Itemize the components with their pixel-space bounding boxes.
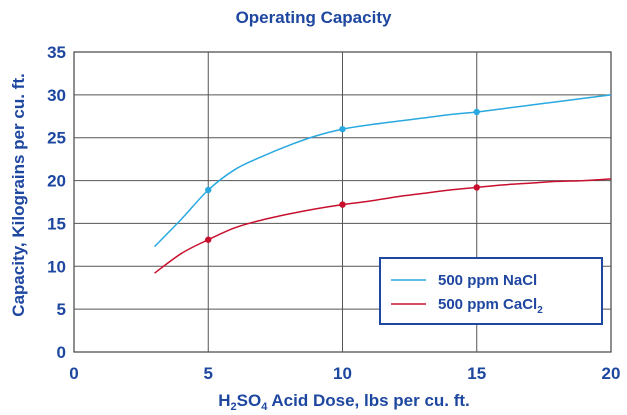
- y-tick-label: 35: [47, 43, 66, 62]
- data-point-1: [205, 236, 212, 243]
- y-tick-label: 15: [47, 214, 66, 233]
- y-tick-label: 30: [47, 86, 66, 105]
- y-tick-label: 20: [47, 172, 66, 191]
- data-point-1: [339, 201, 346, 208]
- y-axis-label: Capacity, Kilograins per cu. ft.: [9, 73, 28, 316]
- grid: [73, 51, 612, 353]
- data-point-0: [473, 108, 480, 116]
- data-point-0: [339, 125, 346, 133]
- series-lines: [154, 94, 612, 274]
- x-tick-label: 15: [467, 364, 486, 383]
- y-tick-label: 10: [47, 257, 66, 276]
- data-point-0: [205, 186, 212, 194]
- legend-box: [379, 257, 603, 325]
- tick-labels: 0 5 10 15 20 25 30 35 0 5 10 15 20: [47, 43, 620, 383]
- legend-label-cacl2: 500 ppm CaCl2: [438, 296, 543, 316]
- x-tick-label: 5: [204, 364, 213, 383]
- x-tick-label: 10: [333, 364, 352, 383]
- chart-title: Operating Capacity: [235, 8, 392, 27]
- y-tick-label: 0: [57, 343, 66, 362]
- legend-label-nacl: 500 ppm NaCl: [438, 272, 537, 289]
- x-axis-label: H2SO4 Acid Dose, lbs per cu. ft.: [218, 391, 470, 413]
- data-point-1: [473, 184, 480, 191]
- legend: 500 ppm NaCl 500 ppm CaCl2: [379, 257, 603, 325]
- series-line-1: [154, 178, 612, 274]
- x-tick-label: 20: [602, 364, 621, 383]
- x-tick-label: 0: [69, 364, 78, 383]
- y-tick-label: 25: [47, 129, 66, 148]
- y-tick-label: 5: [57, 300, 66, 319]
- series-line-0: [154, 94, 612, 248]
